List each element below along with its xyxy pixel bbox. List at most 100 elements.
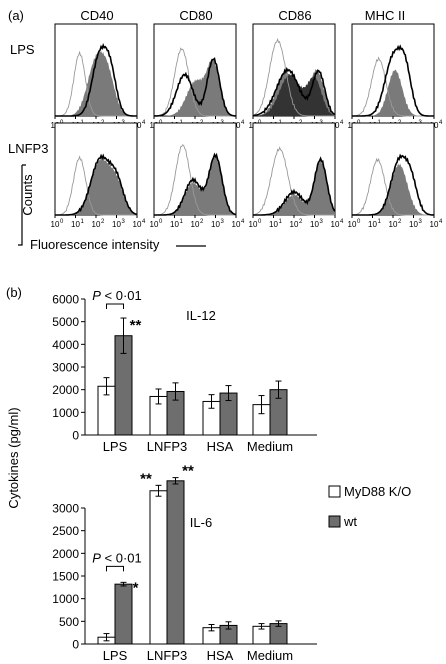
significance-stars-lnfp3-wt: ** — [182, 463, 194, 480]
histogram-control-line — [55, 50, 137, 117]
x-category-label: Medium — [247, 439, 293, 454]
histogram-wt-fill — [154, 58, 236, 116]
histogram-tick-exponent: 1 — [279, 219, 283, 225]
histogram-tick-exponent: 4 — [439, 120, 443, 126]
y-tick-label: 6000 — [52, 293, 79, 307]
histogram-control-line — [351, 157, 434, 216]
histogram-ko-line — [252, 66, 336, 117]
histogram-tick-label: 10 — [211, 220, 220, 229]
histogram-lnfp3-mhcii: 10 0 10 1 10 2 10 3 10 4 — [348, 122, 443, 229]
bar-chart-il12: IL-12 0 1000 2000 3000 4000 5000 6000 LPS LNFP3 HS… — [52, 288, 317, 454]
histogram-tick-label: 10 — [71, 220, 80, 229]
significance-bracket — [106, 565, 124, 572]
y-tick-label: 4000 — [52, 338, 79, 352]
x-category-label: LNFP3 — [147, 439, 187, 454]
x-category-label: Medium — [247, 648, 293, 663]
y-tick-label: 3000 — [52, 502, 79, 516]
histogram-lnfp3-cd80: 10 0 10 1 10 2 10 3 10 4 — [150, 122, 245, 229]
significance-stars-lps: * — [133, 579, 139, 596]
legend-swatch-myd88 — [328, 485, 341, 498]
histogram-tick-label: 10 — [430, 220, 439, 229]
histogram-control-line — [352, 56, 434, 117]
histogram-lnfp3-cd86: 10 0 10 1 10 2 10 3 10 4 — [249, 122, 344, 229]
histogram-wt-fill — [154, 156, 236, 215]
histogram-wt-fill — [55, 157, 137, 215]
histogram-tick-label: 10 — [92, 220, 101, 229]
histogram-tick-label: 10 — [191, 220, 200, 229]
histogram-ko-line — [153, 57, 236, 117]
histogram-ko-line — [253, 156, 336, 216]
y-tick-label: 500 — [59, 615, 79, 629]
column-header-mhcii: MHC II — [365, 8, 405, 23]
histogram-tick-exponent: 2 — [200, 219, 204, 225]
row-label-lps: LPS — [10, 42, 35, 57]
histogram-tick-exponent: 4 — [340, 219, 344, 225]
y-tick-label: 2000 — [52, 547, 79, 561]
histogram-tick-label: 10 — [232, 220, 241, 229]
histogram-tick-label: 10 — [112, 220, 121, 229]
row-label-lnfp3: LNFP3 — [8, 141, 48, 156]
histogram-tick-exponent: 4 — [439, 219, 443, 225]
y-tick-label: 5000 — [52, 315, 79, 329]
histogram-overlap-fill — [253, 73, 335, 116]
bar-il6-myd88-lnfp3 — [149, 490, 168, 645]
histogram-tick-label: 10 — [170, 220, 179, 229]
histogram-tick-exponent: 1 — [378, 219, 382, 225]
histogram-ko-line — [55, 43, 137, 117]
histogram-tick-label: 10 — [389, 220, 398, 229]
histogram-control-line — [55, 155, 137, 216]
column-header-cd40: CD40 — [80, 8, 113, 23]
histogram-tick-exponent: 2 — [398, 219, 402, 225]
histogram-tick-exponent: 2 — [299, 219, 303, 225]
histogram-wt-fill — [352, 69, 434, 116]
panel-a-label: (a) — [8, 8, 24, 23]
chart-title-il6: IL-6 — [190, 515, 212, 530]
column-header-cd80: CD80 — [179, 8, 212, 23]
histogram-grid: 1001011021031041001011021031041001011021… — [51, 23, 443, 229]
x-category-label: LNFP3 — [147, 648, 187, 663]
significance-bracket — [106, 303, 124, 310]
histogram-tick-label: 10 — [310, 220, 319, 229]
histogram-tick-exponent: 0 — [357, 219, 361, 225]
bar-il6-wt-lps — [114, 583, 133, 645]
histogram-tick-label: 10 — [331, 220, 340, 229]
x-category-label: HSA — [207, 648, 234, 663]
x-category-label: HSA — [207, 439, 234, 454]
chart-title-il12: IL-12 — [186, 308, 216, 323]
histogram-control-line — [154, 144, 236, 216]
y-tick-label: 1500 — [52, 570, 79, 584]
p-value-label: P < 0·01 — [92, 288, 142, 303]
histogram-tick-exponent: 4 — [142, 120, 146, 126]
histogram-tick-label: 10 — [51, 220, 60, 229]
histogram-tick-exponent: 3 — [320, 219, 324, 225]
histogram-tick-label: 10 — [409, 220, 418, 229]
histogram-control-line — [252, 146, 335, 216]
panel-a: (a) CD40 CD80 CD86 MHC II LPS LNFP3 Coun… — [8, 8, 405, 252]
histogram-control-line — [252, 37, 335, 117]
histogram-tick-label: 10 — [249, 220, 258, 229]
histogram-tick-label: 10 — [269, 220, 278, 229]
histogram-tick-exponent: 1 — [81, 219, 85, 225]
significance-stars-lps: ** — [130, 317, 142, 334]
histogram-tick-label: 10 — [150, 220, 159, 229]
y-tick-label: 3000 — [52, 361, 79, 375]
bar-il6-wt-lnfp3 — [166, 480, 185, 645]
histogram-ko-line — [352, 153, 435, 216]
histogram-tick-exponent: 0 — [60, 219, 64, 225]
histogram-ko-line — [154, 152, 237, 216]
y-tick-label: 0 — [72, 429, 79, 443]
histogram-tick-label: 10 — [290, 220, 299, 229]
p-value-label: P < 0·01 — [92, 550, 142, 565]
histogram-wt-fill — [55, 50, 137, 116]
histogram-control-line — [153, 47, 236, 117]
histogram-tick-exponent: 4 — [241, 219, 245, 225]
histogram-tick-exponent: 0 — [159, 219, 163, 225]
y-tick-label: 0 — [72, 638, 79, 652]
histogram-tick-exponent: 1 — [180, 219, 184, 225]
legend-label-wt: wt — [343, 514, 357, 529]
